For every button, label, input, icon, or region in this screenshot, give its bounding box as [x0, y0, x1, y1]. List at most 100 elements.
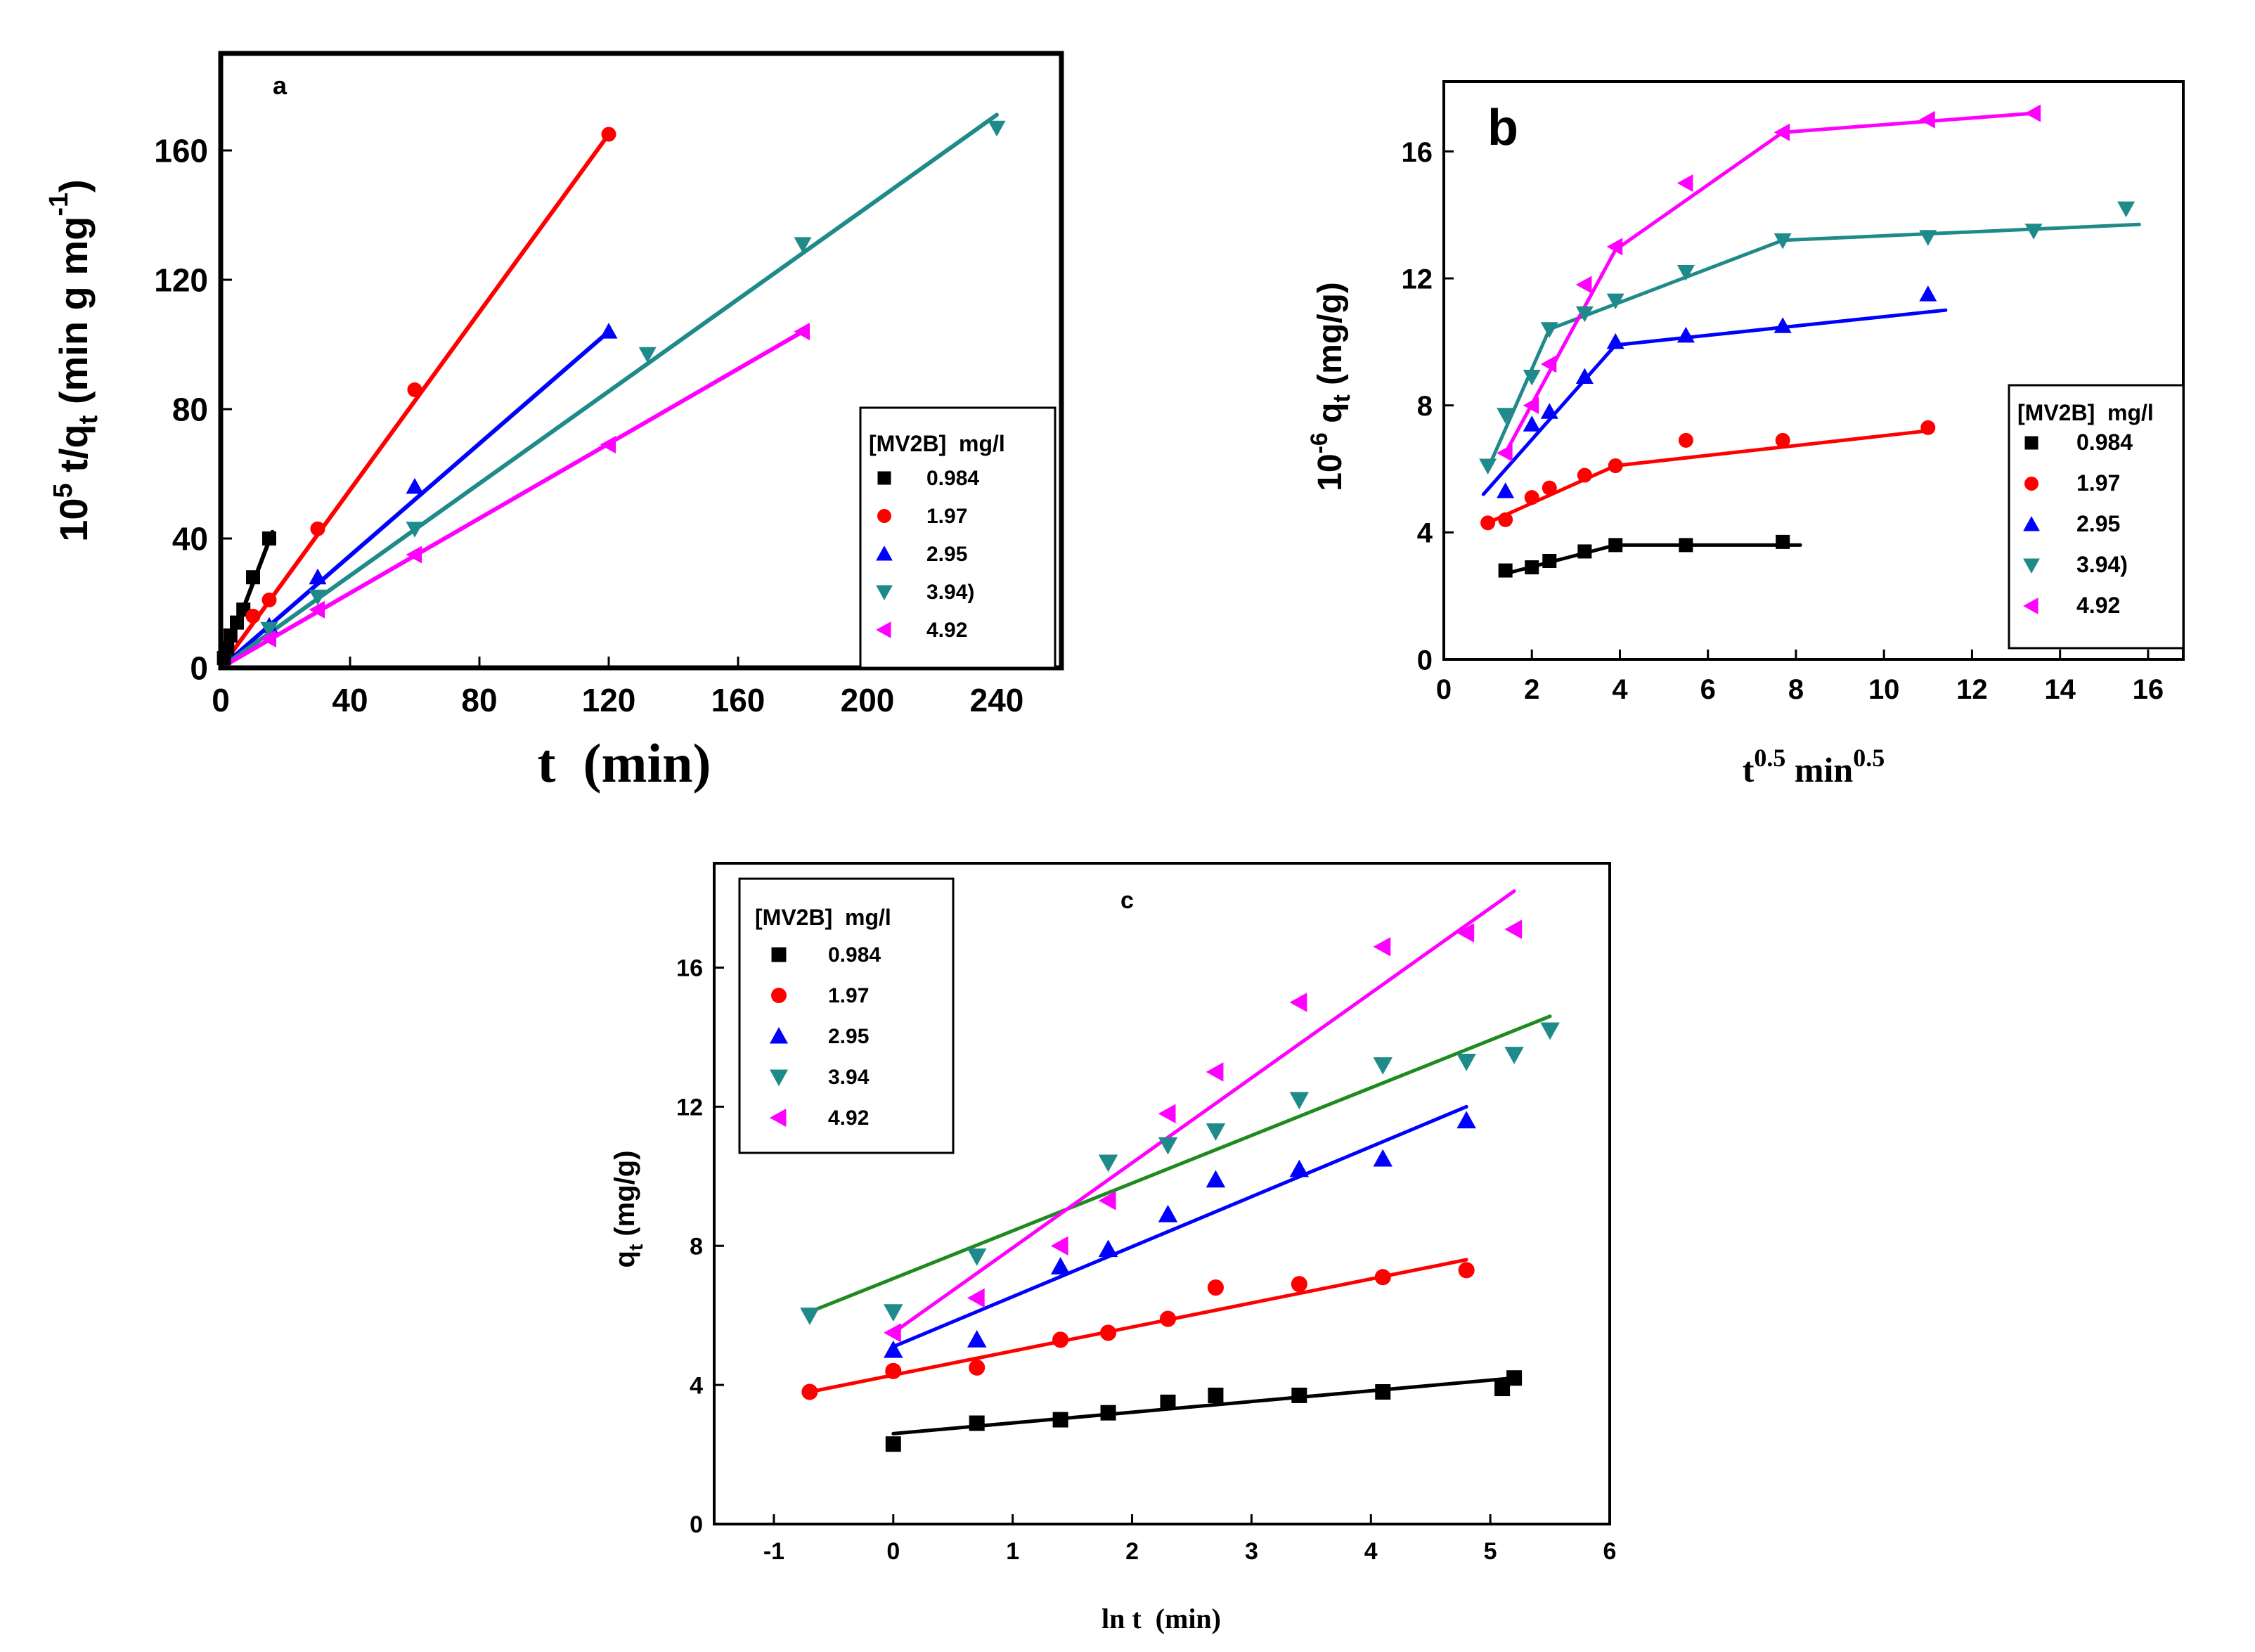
- chart-b-point-0.984: [1679, 538, 1693, 553]
- chart-a-legend-marker-1.97: [877, 509, 891, 523]
- chart-a-xtick-label: 240: [970, 682, 1024, 718]
- chart-b-markers: [1479, 104, 2136, 578]
- chart-b-xtick-label: 10: [1868, 674, 1900, 705]
- chart-a-legend-label: 2.95: [926, 543, 967, 566]
- chart-c-point-4.92: [884, 1323, 901, 1343]
- chart-b-legend-marker-4.92: [2023, 598, 2038, 614]
- chart-a-gridlayer: 0 40 80 120 160 200 240 0 40 80 120 160: [154, 133, 1023, 718]
- chart-b-point-3.94): [1540, 322, 1558, 338]
- chart-b-point-2.95: [1919, 285, 1937, 302]
- chart-b-point-1.97: [1678, 432, 1693, 448]
- chart-a-point-4.92: [260, 630, 276, 648]
- chart-b-xtick-label: 6: [1700, 674, 1716, 705]
- chart-c-point-4.92: [1098, 1191, 1116, 1211]
- chart-b-point-4.92: [1676, 174, 1693, 193]
- chart-b-point-3.94): [2024, 224, 2043, 240]
- chart-c-point-3.94: [1206, 1123, 1226, 1141]
- chart-a-point-0.984: [230, 615, 244, 630]
- chart-c-point-3.94: [1098, 1154, 1118, 1173]
- chart-c-point-0.984: [1052, 1412, 1068, 1428]
- chart-c-point-2.95: [884, 1340, 903, 1358]
- chart-a-point-1.97: [261, 592, 277, 607]
- chart-a-ylabel: 105 t/qt (min g mg-1): [44, 179, 103, 542]
- chart-c-point-1.97: [1458, 1262, 1475, 1279]
- chart-c-legend-box: [738, 877, 955, 1154]
- chart-c-point-3.94: [967, 1248, 987, 1266]
- chart-c-point-4.92: [1158, 1104, 1176, 1123]
- chart-c-point-4.92: [1206, 1062, 1224, 1082]
- chart-b-fit-line-4.92: [1781, 111, 2036, 134]
- chart-a-point-1.97: [245, 608, 261, 624]
- chart-b-point-2.95: [1676, 326, 1695, 343]
- chart-c-xtick-label: 3: [1245, 1538, 1258, 1565]
- chart-c-point-3.94: [1158, 1137, 1178, 1155]
- chart-a-ytick-label: 120: [154, 262, 208, 299]
- chart-b-point-0.984: [1542, 553, 1557, 568]
- chart-c-ytick-label: 12: [676, 1095, 703, 1121]
- chart-c-legend-label: 3.94: [828, 1066, 870, 1089]
- chart-b-point-2.95: [1773, 317, 1792, 333]
- chart-c-point-4.92: [967, 1288, 985, 1308]
- chart-c-ytick-label: 16: [676, 955, 703, 982]
- chart-c-legend-marker-2.95: [769, 1026, 789, 1044]
- chart-a-point-0.984: [220, 641, 235, 656]
- chart-c-point-2.95: [1456, 1111, 1476, 1129]
- chart-a-legend-marker-2.95: [876, 546, 893, 561]
- chart-a-point-3.94): [309, 589, 327, 606]
- chart-b-ytick-label: 16: [1402, 137, 1433, 168]
- chart-a-panel-label: a: [273, 71, 287, 100]
- chart-b-legend-label: 2.95: [2076, 511, 2120, 536]
- chart-c-xtick-label: 6: [1603, 1538, 1617, 1565]
- chart-a-point-2.95: [406, 477, 424, 494]
- chart-c-fit-line-3.94: [808, 1014, 1552, 1314]
- chart-c-point-3.94: [884, 1304, 903, 1322]
- chart-b-xtick-label: 4: [1612, 674, 1628, 705]
- chart-c-markers: [800, 919, 1560, 1452]
- chart-c-point-0.984: [1208, 1387, 1224, 1403]
- chart-c-point-3.94: [1289, 1092, 1310, 1110]
- chart-b-point-3.94): [1479, 458, 1497, 475]
- chart-c-point-3.94: [1373, 1057, 1393, 1075]
- chart-c-fit-line-1.97: [808, 1258, 1468, 1394]
- chart-a-fit-line-1.97: [219, 132, 611, 670]
- chart-b-point-3.94): [1919, 230, 1937, 246]
- chart-a: 0 40 80 120 160 200 240 0 40 80 120 160 a 105 t/qt …: [44, 51, 1064, 794]
- chart-b-point-3.94): [1606, 293, 1624, 310]
- chart-c-legend: [MV2B] mg/l 0.984 1.97 2.95 3.94 4.92: [738, 877, 955, 1154]
- chart-a-point-0.984: [246, 570, 260, 585]
- chart-b-fit-line-4.92: [1504, 247, 1617, 455]
- chart-c-point-1.97: [1291, 1276, 1307, 1293]
- chart-a-xtick-label: 120: [582, 682, 636, 718]
- chart-a-point-3.94): [988, 120, 1006, 137]
- chart-a-legend-label: 1.97: [926, 505, 967, 528]
- chart-b-point-4.92: [1919, 110, 1935, 129]
- chart-c-point-3.94: [1504, 1047, 1524, 1064]
- chart-c-point-1.97: [1374, 1269, 1391, 1286]
- chart-b-legend-title: [MV2B] mg/l: [2017, 400, 2154, 425]
- chart-a-ytick-label: 80: [172, 392, 208, 428]
- chart-c-legend-label: 1.97: [828, 984, 869, 1007]
- chart-c-frame: [713, 862, 1611, 1525]
- chart-c-panel-label: c: [1120, 887, 1134, 914]
- chart-a-fit-line-3.94): [219, 112, 999, 670]
- chart-b-fit-line-3.94): [1486, 327, 1551, 471]
- chart-b-point-2.95: [1606, 333, 1624, 349]
- chart-c-point-1.97: [801, 1383, 818, 1400]
- chart-a-point-4.92: [600, 436, 616, 454]
- chart-b-point-4.92: [1523, 396, 1539, 415]
- chart-c-point-4.92: [1504, 919, 1523, 939]
- chart-a-point-1.97: [601, 127, 616, 142]
- chart-a-markers: [217, 120, 1006, 666]
- chart-b-point-2.95: [1575, 368, 1594, 385]
- chart-b-point-3.94): [1773, 233, 1792, 250]
- chart-c-xtick-label: 4: [1364, 1538, 1378, 1565]
- chart-c-point-3.94: [800, 1308, 820, 1325]
- chart-a-point-0.984: [223, 628, 238, 643]
- chart-c-point-2.95: [1373, 1149, 1393, 1167]
- chart-b-point-2.95: [1497, 482, 1515, 498]
- chart-c-fit-line-4.92: [891, 889, 1516, 1335]
- chart-b-xtick-label: 16: [2133, 674, 2164, 705]
- chart-b-ytick-label: 0: [1417, 645, 1433, 676]
- chart-a-ytick-label: 0: [190, 650, 208, 687]
